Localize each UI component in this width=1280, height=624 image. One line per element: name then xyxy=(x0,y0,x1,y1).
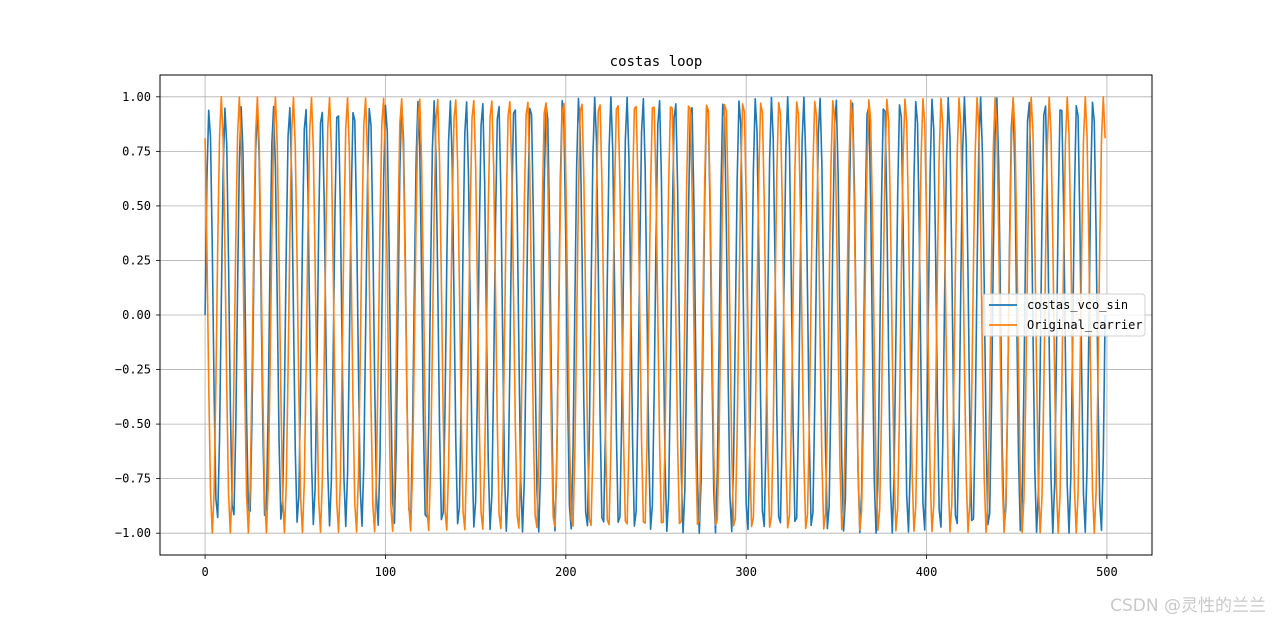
y-tick-label: 0.75 xyxy=(122,144,151,158)
x-tick-label: 0 xyxy=(201,565,208,579)
y-tick-label: 0.50 xyxy=(122,199,151,213)
legend-label: costas_vco_sin xyxy=(1027,298,1128,312)
y-tick-label: 1.00 xyxy=(122,90,151,104)
y-tick-label: −1.00 xyxy=(115,526,151,540)
y-tick-label: 0.00 xyxy=(122,308,151,322)
x-tick-label: 200 xyxy=(555,565,577,579)
series-line-costas-vco-sin xyxy=(204,96,1106,534)
watermark: CSDN @灵性的兰兰 xyxy=(1110,596,1266,616)
series-line-original-carrier xyxy=(204,96,1106,534)
x-tick-label: 400 xyxy=(916,565,938,579)
y-tick-label: −0.25 xyxy=(115,363,151,377)
series-group xyxy=(204,96,1106,534)
legend-box xyxy=(982,293,1146,337)
x-tick-label: 100 xyxy=(375,565,397,579)
legend-label: Original_carrier xyxy=(1027,318,1143,332)
y-tick-label: 0.25 xyxy=(122,253,151,267)
y-tick-label: −0.75 xyxy=(115,472,151,486)
x-tick-label: 500 xyxy=(1096,565,1118,579)
y-tick-label: −0.50 xyxy=(115,417,151,431)
axis-ticks: 0 100 200 300 400 500 1.00 0.75 0.50 0.25 0.00 −0.2… xyxy=(115,90,1118,579)
legend: costas_vco_sin Original_carrier xyxy=(982,293,1146,337)
x-tick-label: 300 xyxy=(735,565,757,579)
chart-title: costas loop xyxy=(610,54,703,70)
